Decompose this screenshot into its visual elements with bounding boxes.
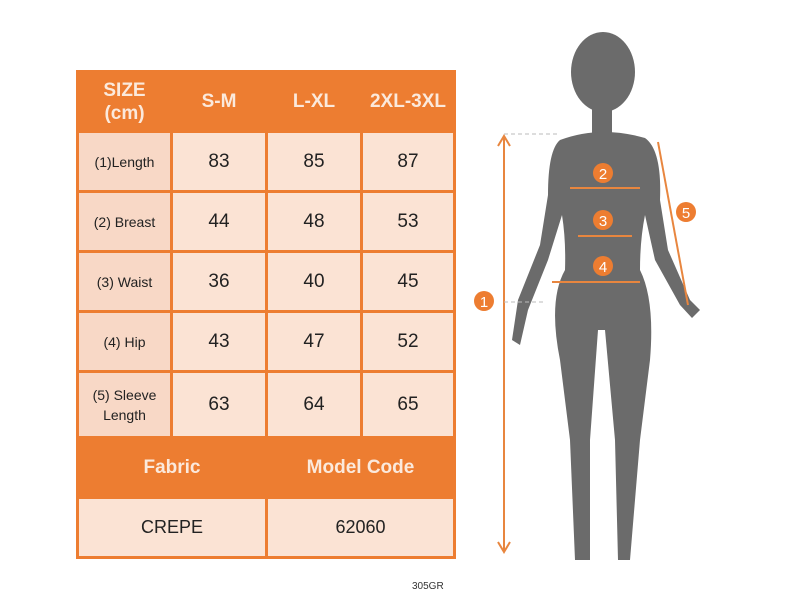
size-lxl-header: L-XL bbox=[265, 70, 363, 133]
cell: 87 bbox=[360, 130, 456, 193]
size-table: SIZE (cm) S-M L-XL 2XL-3XL (1)Length 83 85… bbox=[76, 70, 456, 559]
cell: 36 bbox=[170, 250, 268, 313]
cell: 63 bbox=[170, 370, 268, 439]
marker-3: 3 bbox=[599, 213, 607, 230]
table-header: SIZE (cm) S-M L-XL 2XL-3XL bbox=[76, 70, 456, 133]
table-row: (3) Waist 36 40 45 bbox=[76, 250, 456, 313]
cell: 64 bbox=[265, 370, 363, 439]
cell: 83 bbox=[170, 130, 268, 193]
fabric-value: CREPE bbox=[76, 496, 268, 559]
model-code-label: Model Code bbox=[265, 436, 456, 499]
marker-2: 2 bbox=[599, 166, 607, 183]
marker-4: 4 bbox=[599, 259, 607, 276]
row-label: (3) Waist bbox=[76, 250, 173, 313]
size-header: SIZE (cm) bbox=[76, 70, 173, 133]
size-2xl3xl-header: 2XL-3XL bbox=[360, 70, 456, 133]
cell: 40 bbox=[265, 250, 363, 313]
table-row: (2) Breast 44 48 53 bbox=[76, 190, 456, 253]
measure-lines bbox=[497, 133, 689, 554]
cell: 85 bbox=[265, 130, 363, 193]
cell: 47 bbox=[265, 310, 363, 373]
cell: 48 bbox=[265, 190, 363, 253]
fabric-label: Fabric bbox=[76, 436, 268, 499]
cell: 43 bbox=[170, 310, 268, 373]
cell: 53 bbox=[360, 190, 456, 253]
cell: 45 bbox=[360, 250, 456, 313]
row-label: (2) Breast bbox=[76, 190, 173, 253]
row-label: (5) Sleeve Length bbox=[76, 370, 173, 439]
table-row: (5) Sleeve Length 63 64 65 bbox=[76, 370, 456, 439]
row-label: (4) Hip bbox=[76, 310, 173, 373]
marker-1: 1 bbox=[480, 294, 488, 311]
fabric-value-row: CREPE 62060 bbox=[76, 496, 456, 559]
fabric-header-row: Fabric Model Code bbox=[76, 436, 456, 499]
cell: 52 bbox=[360, 310, 456, 373]
size-sm-header: S-M bbox=[170, 70, 268, 133]
silhouette bbox=[512, 32, 700, 560]
cell: 65 bbox=[360, 370, 456, 439]
image-code: 305GR bbox=[412, 581, 444, 592]
row-label: (1)Length bbox=[76, 130, 173, 193]
measure-markers: 1 2 3 4 5 bbox=[474, 163, 696, 311]
body-silhouette-figure: 1 2 3 4 5 bbox=[474, 32, 700, 560]
model-code-value: 62060 bbox=[265, 496, 456, 559]
table-row: (1)Length 83 85 87 bbox=[76, 130, 456, 193]
cell: 44 bbox=[170, 190, 268, 253]
table-row: (4) Hip 43 47 52 bbox=[76, 310, 456, 373]
marker-5: 5 bbox=[682, 205, 690, 222]
